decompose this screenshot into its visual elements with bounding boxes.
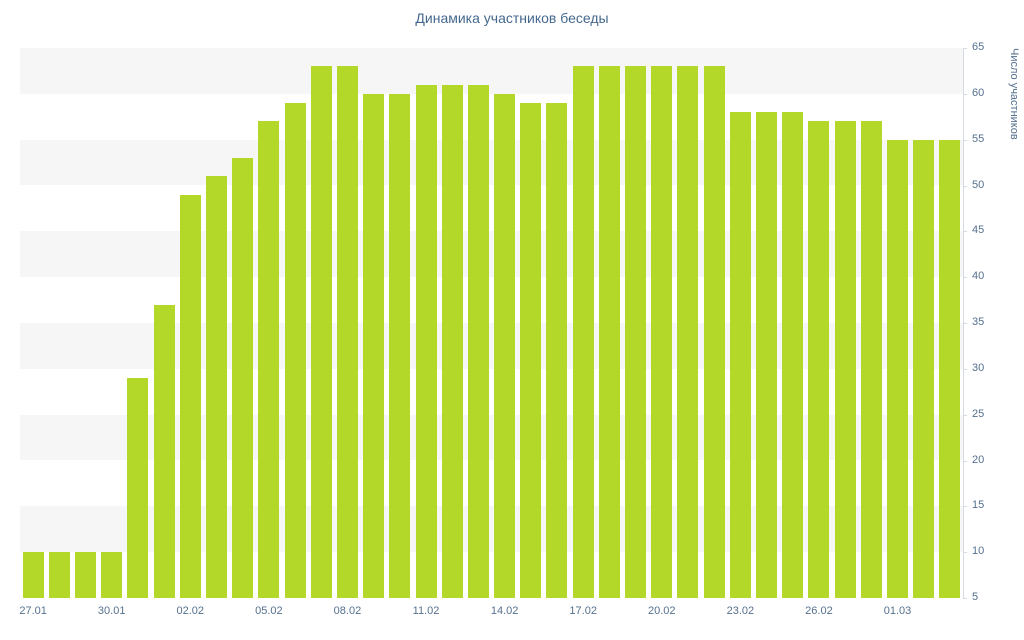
bar[interactable] — [808, 121, 830, 598]
bar[interactable] — [887, 139, 908, 598]
y-tick-mark — [963, 598, 967, 599]
y-tick-mark — [963, 231, 967, 233]
bar[interactable] — [782, 112, 804, 598]
bar[interactable] — [336, 66, 358, 598]
x-tick-label: 08.02 — [333, 605, 362, 617]
y-tick-label: 45 — [972, 224, 985, 237]
chart-title: Динамика участников беседы — [415, 10, 609, 26]
plot-area — [20, 48, 963, 598]
x-tick-label: 02.02 — [176, 605, 205, 617]
y-tick-mark — [963, 93, 967, 95]
bar[interactable] — [48, 552, 70, 598]
bar[interactable] — [625, 66, 647, 598]
bar[interactable] — [153, 304, 175, 598]
bar[interactable] — [860, 121, 882, 598]
bar[interactable] — [389, 93, 411, 598]
bar[interactable] — [441, 84, 463, 598]
y-tick-mark — [963, 277, 967, 279]
bar[interactable] — [939, 139, 961, 598]
x-tick-label: 23.02 — [726, 605, 755, 617]
x-tick-label: 30.01 — [97, 605, 126, 617]
bar[interactable] — [467, 84, 489, 598]
y-tick-mark — [963, 368, 967, 370]
y-tick-mark — [963, 48, 967, 49]
y-tick-mark — [963, 139, 967, 141]
bar[interactable] — [651, 66, 673, 598]
grid-band — [20, 414, 963, 461]
grid-band — [20, 139, 963, 186]
bar[interactable] — [703, 66, 725, 598]
bar[interactable] — [284, 103, 306, 598]
y-tick-mark — [963, 185, 967, 187]
bar[interactable] — [363, 93, 385, 598]
bar[interactable] — [101, 552, 123, 598]
bar[interactable] — [756, 112, 778, 598]
grid-band — [20, 323, 963, 369]
bar[interactable] — [127, 378, 149, 598]
bar[interactable] — [598, 66, 620, 598]
y-tick-label: 60 — [972, 86, 985, 99]
y-tick-label: 40 — [972, 270, 985, 283]
y-tick-mark — [963, 414, 967, 416]
bar[interactable] — [179, 194, 201, 598]
bar[interactable] — [258, 121, 280, 598]
bar[interactable] — [546, 103, 568, 598]
y-tick-label: 65 — [972, 41, 985, 53]
y-tick-mark — [963, 460, 967, 462]
y-tick-label: 25 — [972, 407, 985, 420]
y-tick-label: 55 — [972, 132, 985, 145]
bar[interactable] — [232, 158, 254, 598]
x-tick-label: 05.02 — [255, 605, 283, 617]
bar[interactable] — [572, 66, 594, 598]
bar[interactable] — [205, 176, 227, 598]
bar[interactable] — [520, 103, 542, 598]
y-tick-mark — [963, 552, 967, 554]
y-tick-label: 20 — [972, 453, 985, 466]
grid-band — [20, 231, 963, 278]
bar[interactable] — [834, 121, 856, 598]
y-tick-label: 30 — [972, 361, 985, 374]
bar[interactable] — [22, 552, 44, 598]
bar[interactable] — [494, 93, 516, 598]
y-tick-label: 35 — [972, 316, 985, 328]
bar[interactable] — [74, 552, 96, 598]
x-tick-label: 11.02 — [412, 605, 440, 617]
x-tick-label: 01.03 — [883, 605, 912, 617]
grid-band — [20, 48, 963, 94]
bar[interactable] — [415, 84, 437, 598]
y-tick-label: 15 — [972, 499, 985, 512]
grid-band — [20, 506, 963, 553]
x-tick-label: 26.02 — [805, 605, 833, 617]
y-tick-label: 50 — [972, 178, 985, 191]
bar[interactable] — [310, 66, 332, 598]
x-tick-label: 20.02 — [647, 605, 676, 617]
bar[interactable] — [677, 66, 699, 598]
y-tick-mark — [963, 506, 967, 508]
y-tick-mark — [963, 323, 967, 324]
x-tick-label: 17.02 — [569, 605, 597, 617]
y-tick-label: 5 — [972, 591, 979, 603]
bar[interactable] — [729, 112, 751, 598]
y-axis-title: Число участников — [1008, 48, 1020, 140]
x-tick-label: 14.02 — [490, 605, 519, 617]
bar[interactable] — [913, 139, 935, 598]
y-tick-label: 10 — [972, 545, 985, 558]
x-tick-label: 27.01 — [19, 605, 47, 617]
